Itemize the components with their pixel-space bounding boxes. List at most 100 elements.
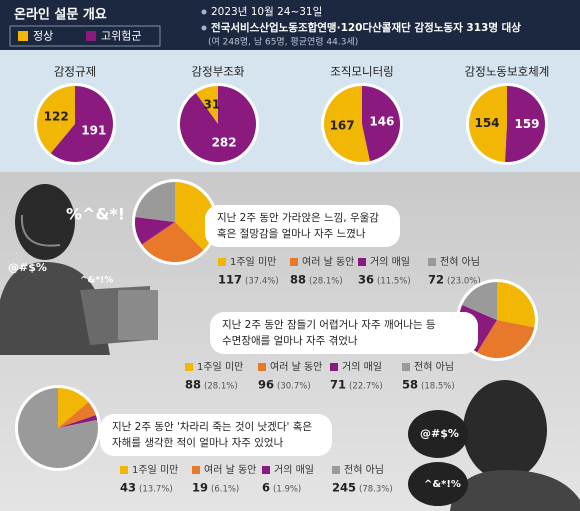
header-info: (여 248명, 남 65명, 평균연령 44.3세) [208, 36, 358, 48]
pie-slice [179, 86, 256, 163]
pie-slice [18, 388, 99, 468]
legend-swatch [18, 31, 28, 41]
legend-swatch [428, 258, 436, 266]
pie-slice [362, 86, 401, 162]
legend-swatch [330, 363, 338, 371]
pie-slice [135, 182, 175, 222]
value-label: 245 [332, 481, 356, 495]
pie-slice [468, 86, 507, 162]
legend-label: 전혀 아님 [344, 464, 384, 476]
percent-label: (22.7%) [349, 382, 383, 392]
legend-swatch [290, 258, 298, 266]
value-label: 72 [428, 273, 444, 287]
value-label: 43 [120, 481, 136, 495]
percent-label: (30.7%) [277, 382, 311, 392]
value-label: 96 [258, 378, 274, 392]
pie-slice [135, 216, 175, 245]
pie-slice [36, 86, 75, 154]
illustration [0, 184, 580, 511]
value-label: 19 [192, 481, 208, 495]
question: 지난 2주 동안 잠들기 어렵거나 자주 깨어나는 등 [222, 318, 436, 331]
legend-label: 고위험군 [101, 30, 141, 43]
percent-label: (11.5%) [377, 277, 411, 287]
legend-label: 거의 매일 [274, 464, 314, 476]
header-info: 2023년 10월 24~31일 [211, 5, 322, 18]
legend-swatch [120, 466, 128, 474]
pie-slice [324, 86, 370, 162]
question-box [205, 205, 400, 247]
pie-title: 감정부조화 [192, 65, 245, 79]
header-title: 온라인 설문 개요 [14, 7, 107, 23]
percent-label: (18.5%) [421, 382, 455, 392]
value-label: 88 [185, 378, 201, 392]
value-label: 71 [330, 378, 346, 392]
bullet [201, 9, 207, 15]
percent-label: (78.3%) [359, 485, 393, 495]
question: 자해를 생각한 적이 얼마나 자주 있었나 [112, 436, 284, 449]
value-label: 58 [402, 378, 418, 392]
value-label: 282 [212, 136, 237, 150]
value-label: 154 [474, 116, 499, 130]
legend-label: 여러 날 동안 [270, 361, 322, 373]
value-label: 117 [218, 273, 242, 287]
value-label: 31 [204, 97, 221, 111]
percent-label: (37.4%) [245, 277, 279, 287]
pie-title: 감정노동보호체계 [465, 65, 550, 79]
bullet [201, 25, 207, 31]
exclamation: ^&*!% [424, 479, 461, 490]
legend-label: 거의 매일 [370, 256, 410, 268]
question: 혹은 절망감을 얼마나 자주 느꼈나 [217, 227, 366, 240]
percent-label: (6.1%) [211, 485, 239, 495]
legend-swatch [192, 466, 200, 474]
exclamation: %^&*! [66, 205, 125, 224]
legend-swatch [185, 363, 193, 371]
percent-label: (13.7%) [139, 485, 173, 495]
exclamation: ^&*!% [80, 276, 113, 286]
question: 지난 2주 동안 '차라리 죽는 것이 낫겠다' 혹은 [112, 420, 312, 433]
value-label: 122 [44, 110, 69, 124]
pie-slice [58, 401, 96, 428]
legend-swatch [332, 466, 340, 474]
value-label: 88 [290, 273, 306, 287]
header-band [0, 0, 580, 50]
question-box [210, 312, 478, 354]
percent-label: (23.0%) [447, 277, 481, 287]
legend-label: 정상 [33, 30, 53, 43]
legend-label: 1주일 미만 [132, 464, 178, 476]
question: 지난 2주 동안 가라앉은 느낌, 우울감 [217, 212, 379, 224]
pie-slice [50, 86, 113, 162]
value-label: 146 [369, 114, 394, 128]
legend-swatch [262, 466, 270, 474]
header-info: 전국서비스산업노동조합연맹·120다산콜재단 감정노동자 313명 대상 [211, 21, 521, 34]
legend-swatch [218, 258, 226, 266]
pie-slice [195, 86, 218, 124]
legend-swatch [86, 31, 96, 41]
percent-label: (28.1%) [204, 382, 238, 392]
legend-label: 여러 날 동안 [302, 256, 354, 268]
value-label: 167 [330, 119, 355, 133]
legend-label: 1주일 미만 [230, 256, 276, 268]
value-label: 6 [262, 481, 270, 495]
pie-slice [141, 222, 204, 262]
pie-slice [58, 388, 89, 428]
pie-slice [58, 415, 98, 428]
legend-swatch [258, 363, 266, 371]
percent-label: (28.1%) [309, 277, 343, 287]
value-label: 36 [358, 273, 374, 287]
exclamation: @#$% [8, 261, 47, 274]
pie-slice [462, 282, 497, 320]
pie-title: 감정규제 [54, 65, 96, 79]
question-box [100, 414, 332, 456]
percent-label: (1.9%) [273, 485, 301, 495]
legend-box [9, 25, 161, 47]
legend-label: 전혀 아님 [414, 361, 454, 373]
legend-swatch [402, 363, 410, 371]
legend-label: 1주일 미만 [197, 361, 243, 373]
legend-label: 전혀 아님 [440, 256, 480, 268]
pie-slice [505, 86, 545, 162]
pie-slice [477, 320, 535, 358]
value-label: 191 [81, 123, 106, 137]
legend-label: 거의 매일 [342, 361, 382, 373]
question: 수면장애를 얼마나 자주 겪었나 [222, 334, 358, 347]
